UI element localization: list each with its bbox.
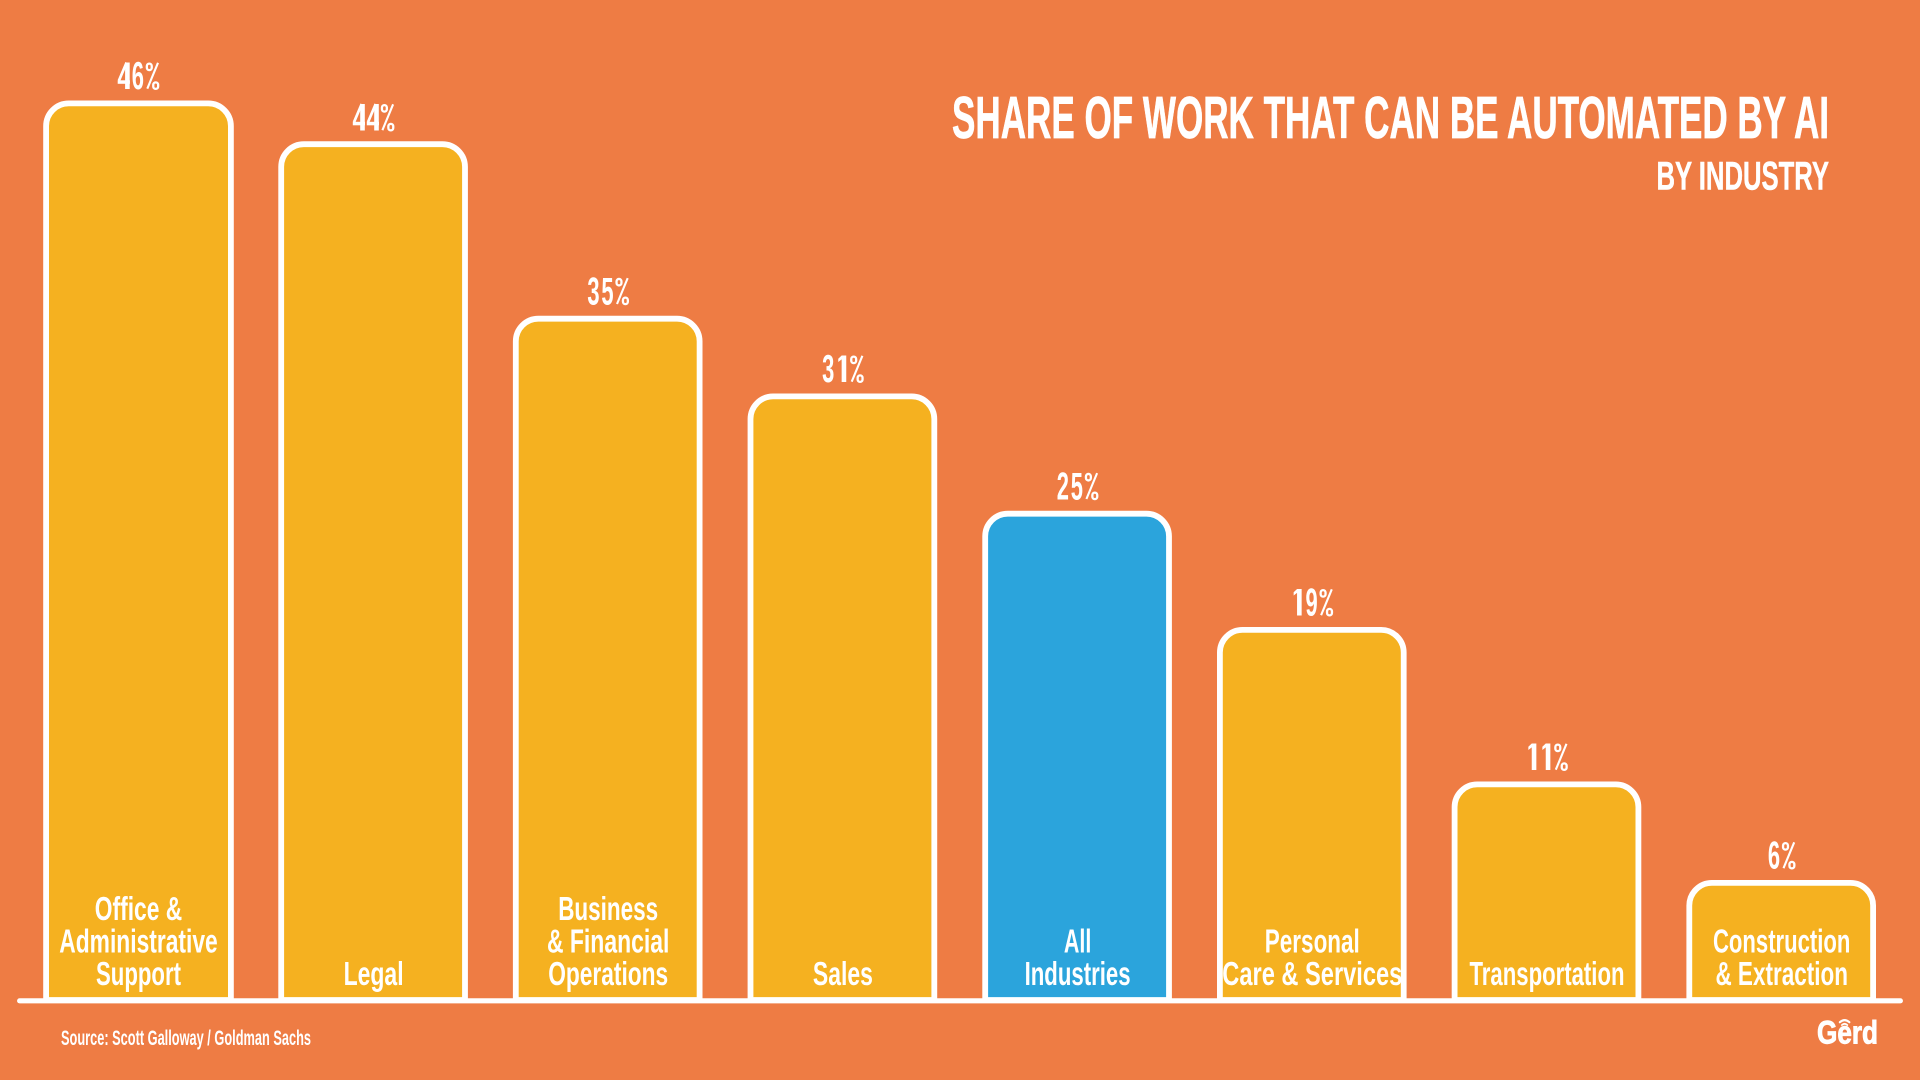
svg-text:All: All xyxy=(1064,923,1092,960)
svg-text:5: 5 xyxy=(601,270,613,313)
svg-text:Business: Business xyxy=(558,890,658,927)
svg-text:2: 2 xyxy=(1057,465,1069,508)
svg-text:3: 3 xyxy=(587,270,599,313)
svg-text:Construction: Construction xyxy=(1713,923,1851,960)
svg-text:Transportation: Transportation xyxy=(1470,955,1625,992)
svg-text:6: 6 xyxy=(1768,835,1780,878)
svg-text:Source: Scott Galloway / Goldm: Source: Scott Galloway / Goldman Sachs xyxy=(61,1026,311,1050)
svg-text:5: 5 xyxy=(1071,465,1083,508)
svg-text:& Financial: & Financial xyxy=(547,923,670,960)
svg-text:Care & Services: Care & Services xyxy=(1222,955,1402,992)
svg-text:SHARE OF WORK THAT CAN BE AUTO: SHARE OF WORK THAT CAN BE AUTOMATED BY A… xyxy=(952,85,1829,151)
svg-text:9: 9 xyxy=(1306,582,1318,625)
svg-text:Legal: Legal xyxy=(344,955,404,992)
svg-text:Industries: Industries xyxy=(1025,955,1131,992)
svg-text:Support: Support xyxy=(96,955,181,992)
svg-text:& Extraction: & Extraction xyxy=(1715,955,1848,992)
svg-text:Personal: Personal xyxy=(1265,923,1360,960)
svg-text:3: 3 xyxy=(822,348,834,391)
svg-text:Administrative: Administrative xyxy=(59,923,218,960)
svg-text:BY INDUSTRY: BY INDUSTRY xyxy=(1657,154,1830,198)
svg-text:Operations: Operations xyxy=(548,955,668,992)
svg-text:Office &: Office & xyxy=(95,890,183,927)
svg-text:6: 6 xyxy=(132,55,144,98)
svg-text:Sales: Sales xyxy=(813,955,873,992)
